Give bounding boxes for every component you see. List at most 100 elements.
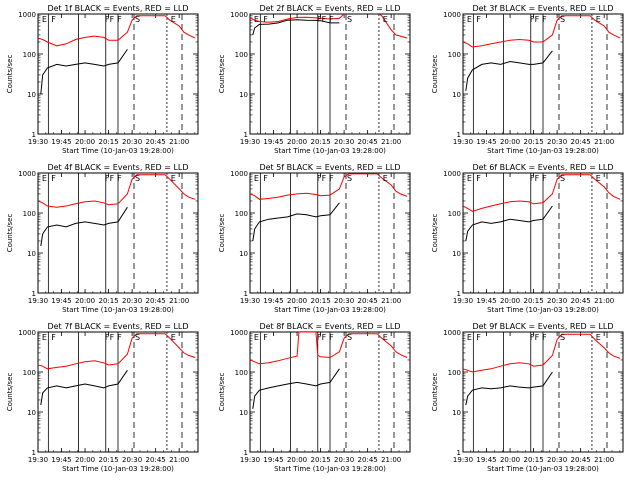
events-series-line [465,205,553,242]
events-series-line [252,368,340,409]
y-tick-label: 10 [452,409,461,417]
x-tick-label: 19:30 [240,138,260,146]
x-tick-label: 19:45 [263,138,283,146]
lld-series-line [38,333,196,370]
lld-series-line [463,174,621,212]
top-marker: S [347,333,352,342]
x-tick-label: 21:00 [381,297,401,305]
x-tick-label: 19:30 [453,138,473,146]
chart-panel-6: Det 6f BLACK = Events, RED = LLD Counts/s… [431,163,624,314]
x-tick-label: 19:45 [51,297,71,305]
top-marker: F [530,15,535,24]
top-marker: F [110,174,115,183]
top-marker: E [171,15,176,24]
x-tick-label: 19:45 [51,456,71,464]
top-marker: F [110,333,115,342]
y-tick-label: 100 [235,210,248,218]
chart-title: Det 6f BLACK = Events, RED = LLD [472,163,613,172]
y-tick-label: 1 [32,290,36,298]
x-tick-label: 19:45 [476,456,496,464]
top-marker: E [596,174,601,183]
top-marker: E [467,174,472,183]
top-marker: F [322,15,327,24]
chart-panel-2: Det 2f BLACK = Events, RED = LLD Counts/s… [218,4,411,155]
y-tick-label: 1000 [230,329,248,337]
x-tick-label: 20:30 [334,297,354,305]
x-axis-label: Start Time (10-Jan-03 19:28:00) [487,147,599,155]
top-marker: F [476,333,481,342]
y-tick-label: 1 [244,131,248,139]
top-marker: F [105,15,110,24]
x-tick-label: 19:45 [51,138,71,146]
x-tick-label: 20:00 [287,456,307,464]
x-tick-label: 20:00 [500,138,520,146]
lld-series-line [250,14,408,39]
x-tick-label: 19:30 [240,297,260,305]
top-marker: S [347,174,352,183]
top-marker: F [329,15,334,24]
x-tick-label: 19:45 [476,138,496,146]
x-tick-label: 21:00 [169,138,189,146]
y-tick-label: 100 [235,369,248,377]
x-tick-label: 20:00 [75,456,95,464]
top-marker: F [535,333,540,342]
x-axis-label: Start Time (10-Jan-03 19:28:00) [274,147,386,155]
chart-panel-3: Det 3f BLACK = Events, RED = LLD Counts/s… [431,4,624,155]
y-axis-label: Counts/sec [431,55,439,94]
top-marker: E [467,333,472,342]
x-tick-label: 21:00 [169,456,189,464]
top-marker: F [51,15,56,24]
y-axis-label: Counts/sec [6,55,14,94]
top-marker: E [254,174,259,183]
x-tick-label: 20:15 [98,138,118,146]
y-tick-label: 1 [244,290,248,298]
top-marker: F [263,333,268,342]
x-tick-label: 19:30 [28,456,48,464]
x-tick-label: 20:30 [547,138,567,146]
top-marker: E [254,333,259,342]
y-tick-label: 1000 [443,329,461,337]
x-tick-label: 20:45 [146,456,166,464]
y-tick-label: 1 [457,131,461,139]
chart-panel-1: Det 1f BLACK = Events, RED = LLD Counts/s… [6,4,199,155]
x-tick-label: 20:45 [358,456,378,464]
x-tick-label: 19:30 [28,138,48,146]
chart-title: Det 9f BLACK = Events, RED = LLD [472,322,613,331]
x-tick-label: 21:00 [169,297,189,305]
top-marker: E [383,333,388,342]
top-marker: S [560,174,565,183]
x-tick-label: 21:00 [381,456,401,464]
x-tick-label: 20:30 [122,138,142,146]
top-marker: F [117,174,122,183]
y-tick-label: 100 [448,369,461,377]
x-tick-label: 19:30 [240,456,260,464]
top-marker: F [476,15,481,24]
events-series-line [252,202,340,242]
x-tick-label: 20:00 [75,138,95,146]
chart-title: Det 5f BLACK = Events, RED = LLD [259,163,400,172]
top-marker: E [467,15,472,24]
x-axis-label: Start Time (10-Jan-03 19:28:00) [62,147,174,155]
x-tick-label: 20:15 [523,138,543,146]
lld-series-line [250,332,408,365]
y-tick-label: 100 [448,210,461,218]
y-tick-label: 1000 [443,11,461,19]
chart-panel-9: Det 9f BLACK = Events, RED = LLD Counts/s… [431,322,624,473]
top-marker: F [317,174,322,183]
x-tick-label: 20:30 [122,456,142,464]
top-marker: F [476,174,481,183]
lld-series-line [250,173,408,200]
y-tick-label: 10 [27,409,36,417]
x-tick-label: 20:15 [98,456,118,464]
top-marker: S [135,15,140,24]
top-marker: F [530,174,535,183]
top-marker: E [596,15,601,24]
events-series-line [252,19,340,36]
lld-series-line [38,15,196,47]
top-marker: F [105,333,110,342]
y-tick-label: 1 [32,131,36,139]
x-tick-label: 21:00 [381,138,401,146]
x-tick-label: 21:00 [594,138,614,146]
top-marker: F [317,15,322,24]
x-tick-label: 20:30 [334,456,354,464]
